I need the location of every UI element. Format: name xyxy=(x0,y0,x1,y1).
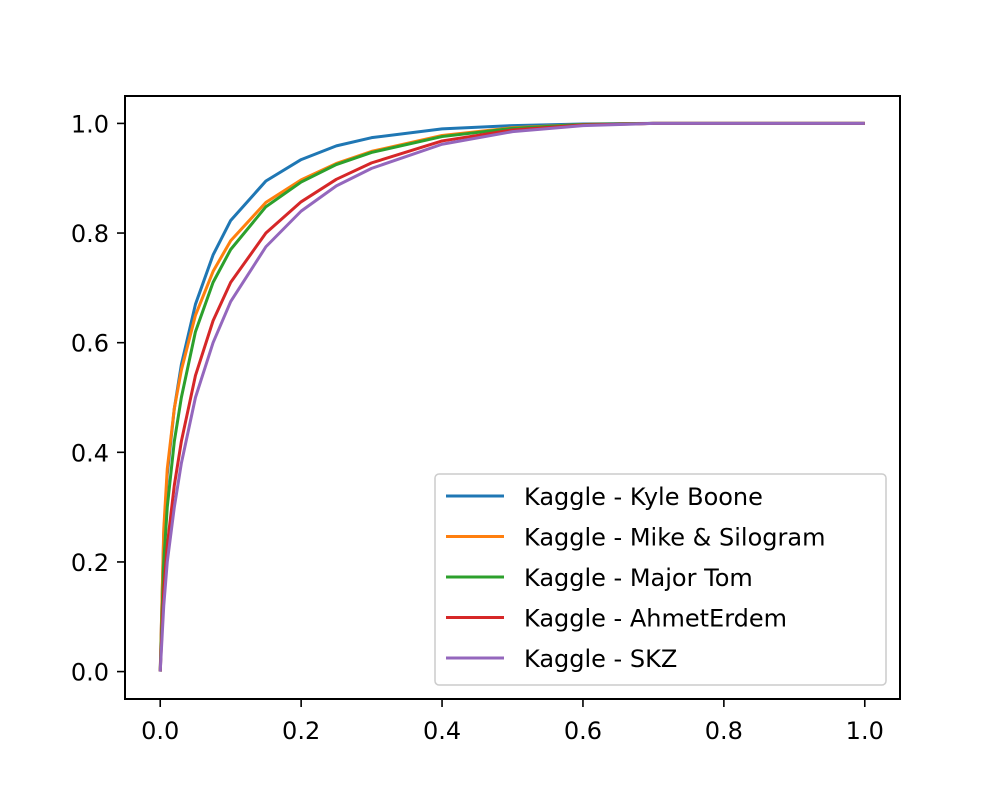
y-tick-label: 0.6 xyxy=(71,330,109,358)
x-tick-label: 0.8 xyxy=(705,717,743,745)
series-layer xyxy=(158,121,865,672)
y-tick-label: 0.8 xyxy=(71,220,109,248)
legend-label: Kaggle - Kyle Boone xyxy=(524,483,763,511)
legend-label: Kaggle - AhmetErdem xyxy=(524,605,787,633)
x-axis: 0.0 0.2 0.4 0.6 0.8 1.0 xyxy=(141,699,884,745)
legend-box xyxy=(434,473,887,686)
series-line-5 xyxy=(158,121,865,672)
legend-label: Kaggle - SKZ xyxy=(524,645,677,673)
x-tick-label: 1.0 xyxy=(846,717,884,745)
x-tick-label: 0.2 xyxy=(282,717,320,745)
legend-label: Kaggle - Major Tom xyxy=(524,564,753,592)
y-tick-label: 1.0 xyxy=(71,110,109,138)
x-tick-label: 0.0 xyxy=(141,717,179,745)
y-axis: 0.0 0.2 0.4 0.6 0.8 1.0 xyxy=(71,110,125,687)
y-tick-label: 0.4 xyxy=(71,439,109,467)
legend: Kaggle - Kyle Boone Kaggle - Mike & Silog… xyxy=(434,473,887,686)
legend-label: Kaggle - Mike & Silogram xyxy=(524,524,825,552)
x-tick-label: 0.4 xyxy=(423,717,461,745)
x-tick-label: 0.6 xyxy=(564,717,602,745)
y-tick-label: 0.2 xyxy=(71,549,109,577)
plot-frame xyxy=(124,95,901,700)
y-tick-label: 0.0 xyxy=(71,659,109,687)
